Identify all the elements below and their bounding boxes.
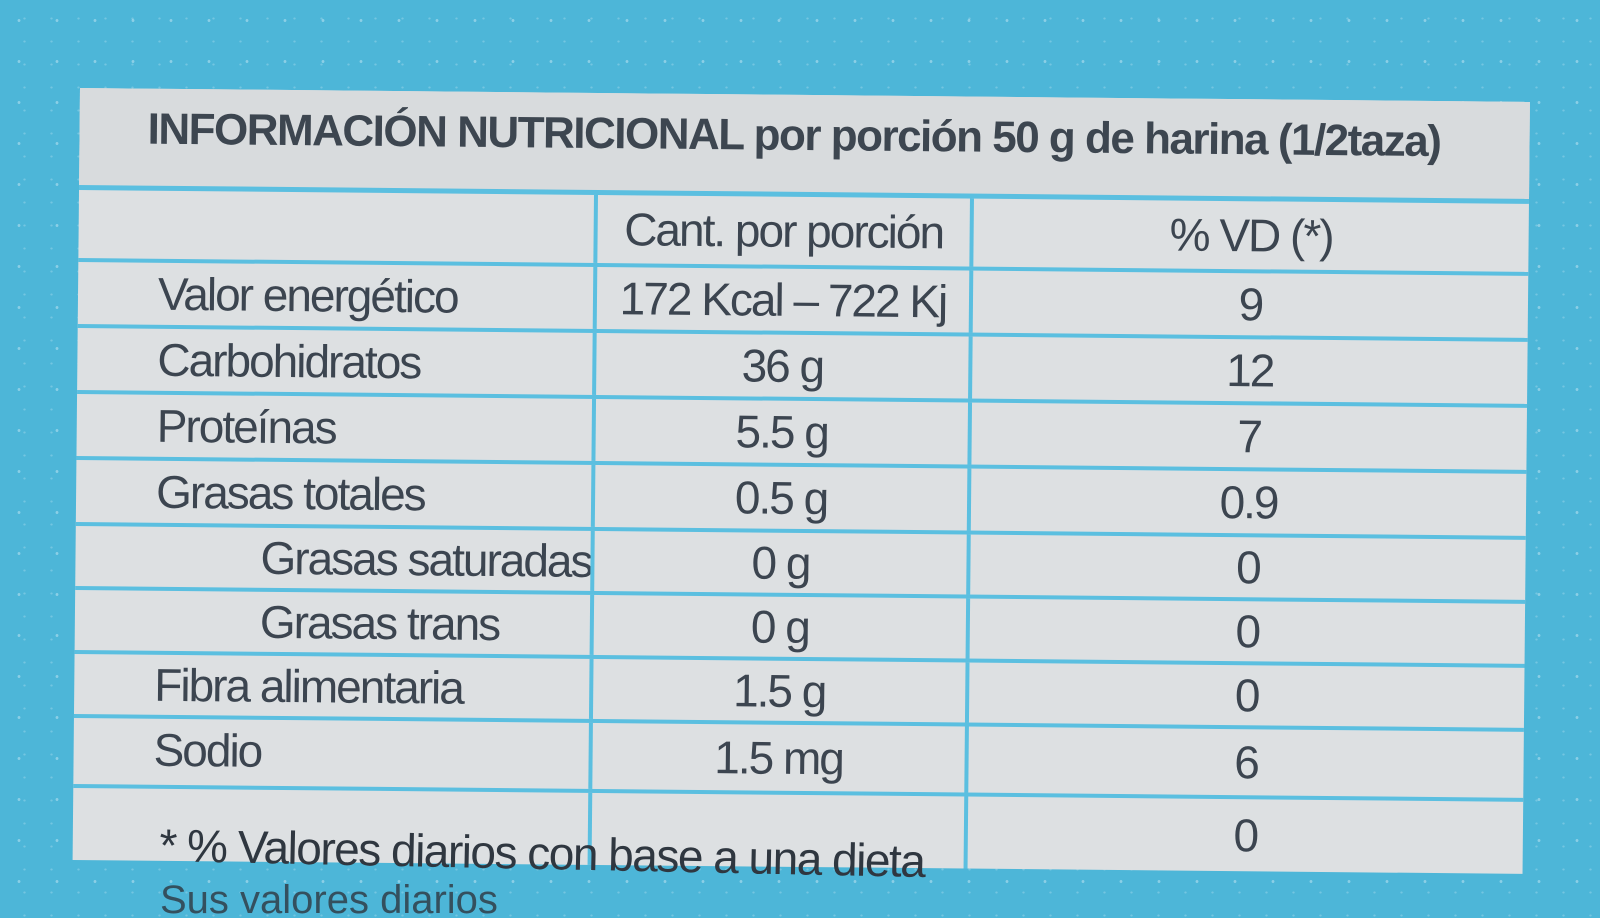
nutrient-amount: 1.5 mg <box>588 722 969 793</box>
nutrient-name: Grasas totales <box>155 465 425 521</box>
header-row: Cant. por porción % VD (*) <box>78 189 1529 276</box>
nutrient-amount: 172 Kcal – 722 Kj <box>592 266 974 333</box>
nutrient-vd: 0 <box>1235 541 1260 594</box>
nutrient-name: Fibra alimentaria <box>154 658 464 714</box>
nutrient-amount: 36 g <box>592 332 973 399</box>
nutrient-amount: 0 g <box>590 530 971 595</box>
table-title: INFORMACIÓN NUTRICIONAL por porción 50 g… <box>147 104 1441 167</box>
nutrient-name: Sodio <box>153 723 262 777</box>
nutrient-name: Valor energético <box>157 267 458 323</box>
nutrient-vd: 0.9 <box>1219 475 1278 529</box>
nutrient-vd: 0 <box>1235 605 1260 658</box>
footnote-cut: Sus valores diarios <box>160 878 498 918</box>
nutrient-vd: 9 <box>1238 278 1263 331</box>
nutrient-vd: 7 <box>1237 410 1262 463</box>
title-row: INFORMACIÓN NUTRICIONAL por porción 50 g… <box>79 88 1530 204</box>
header-amount: Cant. por porción <box>593 194 974 267</box>
nutrient-name: Proteínas <box>156 399 336 454</box>
nutrient-amount: 0 g <box>589 594 971 659</box>
table-grid: Cant. por porción % VD (*) Valor energét… <box>73 189 1529 874</box>
header-vd: % VD (*) <box>1169 208 1333 263</box>
nutrition-table: INFORMACIÓN NUTRICIONAL por porción 50 g… <box>72 88 1530 874</box>
nutrient-amount: 5.5 g <box>591 398 973 465</box>
nutrient-name: Carbohidratos <box>157 333 421 389</box>
nutrient-vd: 6 <box>1234 736 1259 789</box>
header-empty <box>78 190 594 263</box>
nutrient-amount: 1.5 g <box>588 658 970 723</box>
nutrient-vd: 12 <box>1226 344 1274 397</box>
nutrient-vd: 0 <box>1233 809 1258 862</box>
nutrient-amount: 0.5 g <box>590 464 972 531</box>
nutrient-vd: 0 <box>1234 669 1259 722</box>
